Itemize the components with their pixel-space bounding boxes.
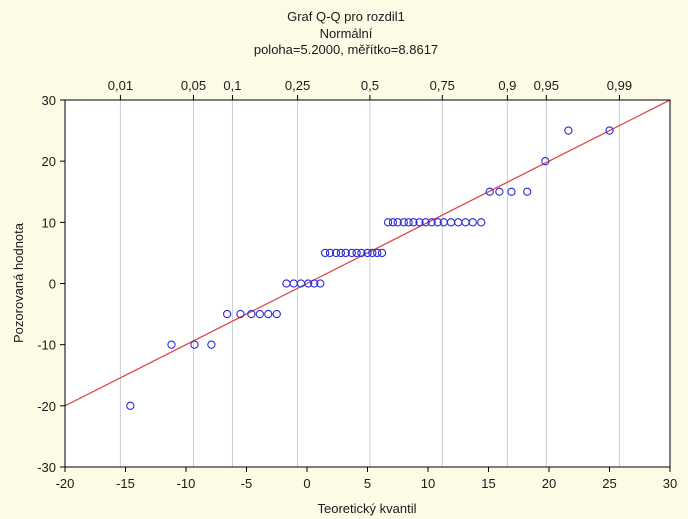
data-point: [605, 126, 614, 135]
data-point: [310, 279, 319, 288]
x-tick-label: 0: [303, 476, 310, 491]
data-point: [377, 248, 387, 258]
x-tick-label: -10: [177, 476, 196, 491]
data-point: [336, 248, 346, 258]
top-tick-label: 0,1: [223, 78, 241, 93]
data-point: [331, 248, 341, 258]
probability-ticks: 0,01 0,05 0,1 0,25 0,5 0,75 0,9 0,95 0,99: [108, 78, 632, 100]
data-points: [126, 126, 614, 410]
data-point: [222, 309, 232, 319]
data-point: [167, 340, 176, 349]
y-tick-label: 0: [49, 277, 56, 292]
y-axis-label: Pozorovaná hodnota: [11, 222, 26, 343]
grid-lines: [119, 100, 620, 467]
data-point: [207, 340, 216, 349]
data-point: [433, 218, 442, 227]
top-tick-label: 0,5: [361, 78, 379, 93]
data-point: [363, 248, 372, 258]
data-point: [495, 187, 504, 196]
data-point: [383, 218, 393, 227]
data-point: [468, 218, 477, 227]
data-point: [190, 340, 199, 349]
y-tick-label: -30: [37, 460, 56, 475]
data-point: [320, 248, 330, 258]
data-point: [325, 248, 335, 258]
data-point: [347, 248, 356, 258]
data-point: [421, 218, 430, 227]
data-point: [399, 218, 408, 227]
top-tick-label: 0,99: [607, 78, 632, 93]
data-point: [409, 218, 418, 227]
x-tick-label: 25: [602, 476, 616, 491]
fit-line-group: [64, 99, 671, 407]
x-axis-label: Teoretický kvantil: [318, 501, 417, 516]
data-point: [415, 218, 424, 227]
top-tick-label: 0,25: [285, 78, 310, 93]
x-ticks: -20 -15 -10 -5 0 5 10 15 20 25 30: [56, 467, 677, 491]
data-point: [388, 218, 398, 227]
data-point: [247, 309, 256, 319]
data-point: [477, 218, 486, 227]
data-point: [541, 157, 550, 166]
data-point: [485, 187, 494, 196]
y-tick-label: 10: [42, 215, 56, 230]
data-point: [373, 248, 382, 258]
x-tick-label: 30: [663, 476, 677, 491]
y-tick-label: -20: [37, 399, 56, 414]
plot-area: [65, 100, 670, 467]
data-point: [368, 248, 377, 258]
top-tick-label: 0,95: [534, 78, 559, 93]
x-tick-label: 15: [481, 476, 495, 491]
data-point: [523, 187, 532, 196]
data-point: [352, 248, 361, 258]
data-point: [393, 218, 402, 227]
chart-subtitle: Normální: [320, 26, 373, 41]
x-tick-label: -5: [241, 476, 253, 491]
data-point: [404, 218, 413, 227]
data-point: [272, 309, 281, 319]
chart-parameters: poloha=5.2000, měřítko=8.8617: [254, 42, 438, 57]
data-point: [507, 187, 516, 196]
data-point: [316, 279, 325, 288]
y-tick-label: 20: [42, 154, 56, 169]
data-point: [341, 248, 350, 258]
data-point: [427, 218, 436, 227]
top-tick-label: 0,05: [181, 78, 206, 93]
x-tick-label: 5: [364, 476, 371, 491]
y-tick-label: 30: [42, 93, 56, 108]
x-tick-label: 10: [421, 476, 435, 491]
data-point: [126, 401, 135, 410]
data-point: [304, 279, 313, 288]
data-point: [564, 126, 573, 135]
data-point: [236, 309, 245, 319]
fit-line: [64, 99, 671, 407]
data-point: [357, 248, 366, 258]
x-tick-label: -20: [56, 476, 75, 491]
top-tick-label: 0,75: [430, 78, 455, 93]
data-point: [255, 309, 264, 319]
top-tick-label: 0,9: [498, 78, 516, 93]
data-point: [264, 309, 273, 319]
chart-title: Graf Q-Q pro rozdil1: [287, 9, 405, 24]
y-ticks: -30 -20 -10 0 10 20 30: [37, 93, 65, 475]
top-tick-label: 0,01: [108, 78, 133, 93]
x-tick-label: -15: [116, 476, 135, 491]
x-tick-label: 20: [542, 476, 556, 491]
y-tick-label: -10: [37, 338, 56, 353]
